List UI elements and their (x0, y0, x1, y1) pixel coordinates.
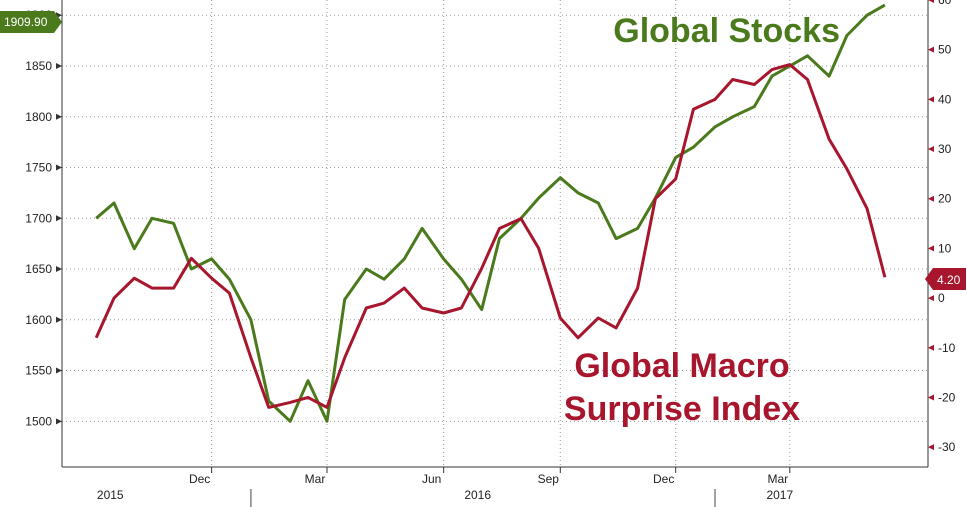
y-right-tick-label: 10 (938, 241, 952, 255)
axes: Dec Mar Jun Sep Dec Mar 2015 2016 2017 1500 1550 16… (25, 0, 956, 507)
macro-annotation-line2: Surprise Index (564, 390, 800, 428)
x-tick-label: Mar (767, 472, 788, 486)
y-left-tick-label: 1600 (25, 313, 52, 327)
y-right-tick-mark (928, 444, 934, 451)
y-right-tick-mark (928, 394, 934, 401)
y-right-tick-label: -10 (938, 341, 956, 355)
y-left-tick-mark (56, 316, 62, 323)
last-value-macro: 4.20 (937, 273, 961, 287)
y-left-tick-mark (56, 418, 62, 425)
y-right-tick-mark (928, 0, 934, 3)
y-left-tick-mark (56, 62, 62, 69)
y-right-tick-label: 40 (938, 92, 952, 106)
year-label: 2015 (97, 488, 124, 502)
last-value-badge-stocks: 1909.90 (0, 11, 62, 33)
gridlines (62, 0, 928, 467)
y-right-tick-label: 0 (938, 291, 945, 305)
y-right-tick-mark (928, 245, 934, 252)
y-left-tick-mark (56, 113, 62, 120)
y-right-tick-mark (928, 344, 934, 351)
series-line-macro-surprise (94, 63, 887, 409)
x-tick-label: Dec (189, 472, 210, 486)
x-tick-label: Mar (305, 472, 326, 486)
y-right-tick-label: -30 (938, 440, 956, 454)
y-right-tick-mark (928, 146, 934, 153)
series-lines (94, 3, 887, 423)
y-right-tick-mark (928, 295, 934, 302)
y-right-tick-label: 20 (938, 192, 952, 206)
x-tick-label: Sep (538, 472, 560, 486)
y-left-tick-mark (56, 367, 62, 374)
y-left-tick-label: 1800 (25, 110, 52, 124)
y-right-tick-label: 30 (938, 142, 952, 156)
y-left-tick-label: 1750 (25, 161, 52, 175)
y-left-tick-mark (56, 164, 62, 171)
y-left-tick-mark (56, 266, 62, 273)
last-value-badge-macro: 4.20 (925, 268, 966, 290)
y-right-tick-label: 50 (938, 43, 952, 57)
y-right-tick-mark (928, 46, 934, 53)
y-right-tick-label: 60 (938, 0, 952, 7)
x-tick-label: Dec (653, 472, 674, 486)
year-label: 2016 (464, 488, 491, 502)
y-left-tick-label: 1850 (25, 59, 52, 73)
y-left-tick-label: 1650 (25, 262, 52, 276)
macro-annotation-line1: Global Macro (574, 347, 789, 385)
global-stocks-annotation: Global Stocks (613, 12, 840, 50)
year-label: 2017 (766, 488, 793, 502)
x-tick-label: Jun (422, 472, 441, 486)
last-value-stocks: 1909.90 (4, 15, 48, 29)
y-right-tick-mark (928, 96, 934, 103)
series-line-global-stocks (95, 3, 886, 423)
y-right-tick-label: -20 (938, 390, 956, 404)
y-left-tick-label: 1700 (25, 211, 52, 225)
y-right-tick-mark (928, 195, 934, 202)
y-left-tick-label: 1500 (25, 414, 52, 428)
y-left-tick-mark (56, 215, 62, 222)
y-left-tick-label: 1550 (25, 364, 52, 378)
